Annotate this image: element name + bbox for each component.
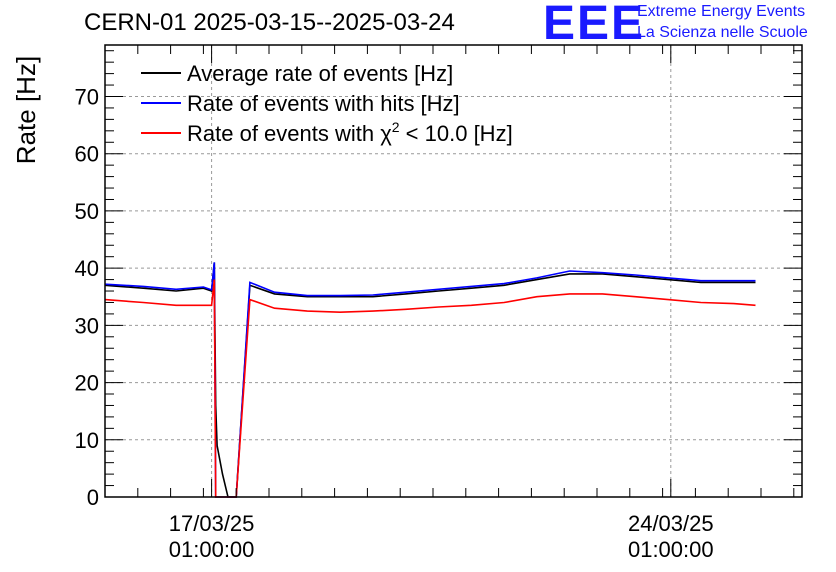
y-tick-label: 50 (75, 199, 99, 224)
x-tick-label-date: 24/03/25 (628, 511, 714, 536)
x-tick-label-time: 01:00:00 (169, 537, 255, 562)
eee-logo-line1: Extreme Energy Events (637, 3, 806, 20)
x-tick-label-date: 17/03/25 (169, 511, 255, 536)
series-line-1 (104, 262, 756, 498)
y-tick-label: 20 (75, 371, 99, 396)
grid-lines (105, 45, 802, 497)
y-tick-label: 60 (75, 142, 99, 167)
legend-label: Rate of events with hits [Hz] (187, 91, 460, 116)
axis-labels: 01020304050607017/03/2501:00:0024/03/250… (75, 84, 714, 562)
x-tick-label-time: 01:00:00 (628, 537, 714, 562)
eee-logo-line2: La Scienza nelle Scuole (637, 24, 808, 41)
chart-title: CERN-01 2025-03-15--2025-03-24 (84, 9, 455, 36)
axis-ticks (104, 45, 802, 498)
y-tick-label: 0 (87, 485, 99, 510)
y-tick-label: 40 (75, 256, 99, 281)
legend-label: Rate of events with χ2 < 10.0 [Hz] (187, 119, 513, 146)
legend-label: Average rate of events [Hz] (187, 61, 453, 86)
eee-logo: EEE (543, 0, 646, 50)
y-axis-title: Rate [Hz] (11, 56, 41, 164)
plot-frame (104, 44, 803, 498)
series-line-0 (104, 262, 756, 498)
series-line-2 (104, 279, 756, 498)
series-layer (104, 262, 756, 498)
y-tick-label: 70 (75, 84, 99, 109)
legend: Average rate of events [Hz] Rate of event… (141, 61, 513, 146)
y-tick-label: 10 (75, 428, 99, 453)
y-tick-label: 30 (75, 313, 99, 338)
